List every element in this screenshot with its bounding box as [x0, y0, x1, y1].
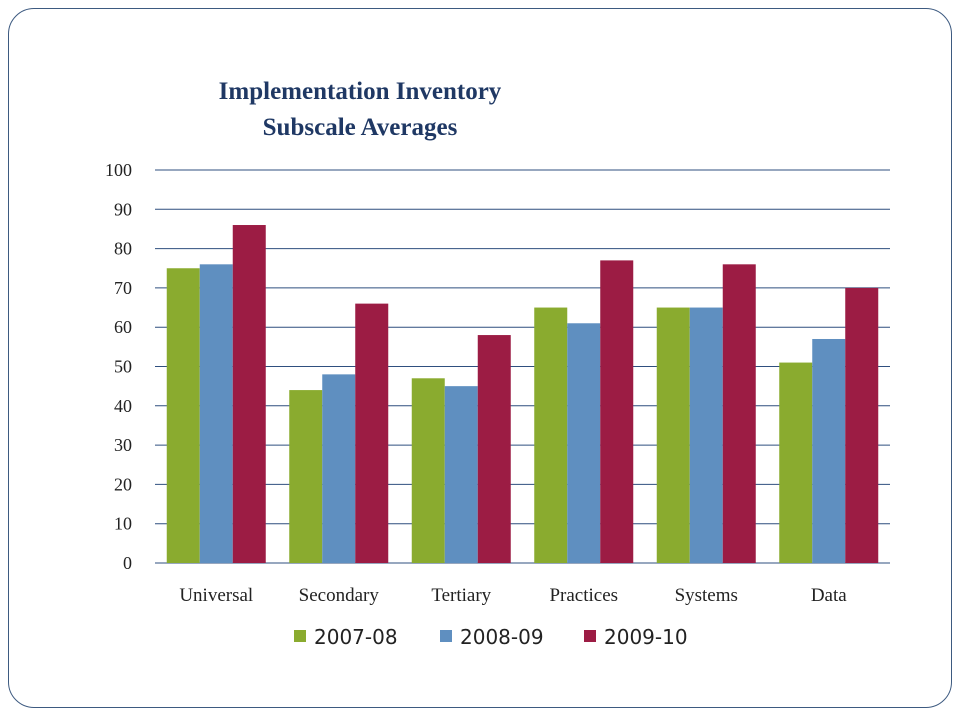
bar-2009-10-practices: [600, 260, 634, 563]
y-tick-label: 100: [105, 160, 132, 180]
bar-2008-09-data: [812, 338, 846, 563]
y-tick-label: 10: [114, 514, 132, 534]
x-category-label: Universal: [179, 585, 253, 606]
legend-swatch-2008-09: [440, 630, 452, 642]
legend-label: 2009-10: [604, 625, 688, 649]
y-tick-label: 60: [114, 317, 132, 337]
chart-title-line-1: Implementation Inventory: [218, 78, 502, 105]
bar-2008-09-systems: [689, 307, 723, 563]
bar-2007-08-universal: [166, 268, 200, 563]
bar-2009-10-universal: [232, 225, 266, 563]
bar-2009-10-systems: [722, 264, 756, 563]
bar-2007-08-secondary: [289, 390, 323, 563]
chart-title-line-2: Subscale Averages: [262, 114, 458, 141]
bar-2007-08-data: [779, 362, 813, 563]
bar-2007-08-tertiary: [411, 378, 445, 563]
gridlines: [155, 169, 890, 564]
x-category-label: Practices: [549, 585, 618, 606]
bar-2008-09-secondary: [322, 374, 356, 563]
y-tick-label: 70: [114, 278, 132, 298]
y-tick-label: 80: [114, 239, 132, 259]
chart-title: Implementation Inventory Subscale Averag…: [120, 74, 600, 146]
bars: [166, 225, 879, 563]
bar-2008-09-universal: [199, 264, 233, 563]
y-tick-label: 30: [114, 435, 132, 455]
legend-swatch-2009-10: [584, 630, 596, 642]
y-tick-label: 0: [123, 553, 132, 573]
y-axis-ticks: 0 10 20 30 40 50 60 70 80 90 100: [105, 160, 132, 573]
x-category-label: Tertiary: [431, 585, 491, 606]
x-category-label: Data: [811, 585, 847, 606]
x-category-label: Systems: [675, 585, 738, 606]
legend: 2007-08 2008-09 2009-10: [294, 625, 688, 649]
bar-2009-10-secondary: [355, 303, 389, 563]
legend-label: 2008-09: [460, 625, 544, 649]
y-tick-label: 20: [114, 474, 132, 494]
bar-2008-09-practices: [567, 323, 601, 563]
x-category-label: Secondary: [299, 585, 380, 606]
bar-2009-10-tertiary: [477, 335, 511, 563]
y-tick-label: 40: [114, 396, 132, 416]
y-tick-label: 50: [114, 357, 132, 377]
bar-2009-10-data: [845, 287, 879, 563]
bar-2007-08-systems: [656, 307, 690, 563]
bar-2007-08-practices: [534, 307, 568, 563]
legend-swatch-2007-08: [294, 630, 306, 642]
x-axis-categories: Universal Secondary Tertiary Practices Syste…: [179, 585, 847, 606]
bar-2008-09-tertiary: [444, 386, 478, 563]
legend-label: 2007-08: [314, 625, 398, 649]
y-tick-label: 90: [114, 199, 132, 219]
